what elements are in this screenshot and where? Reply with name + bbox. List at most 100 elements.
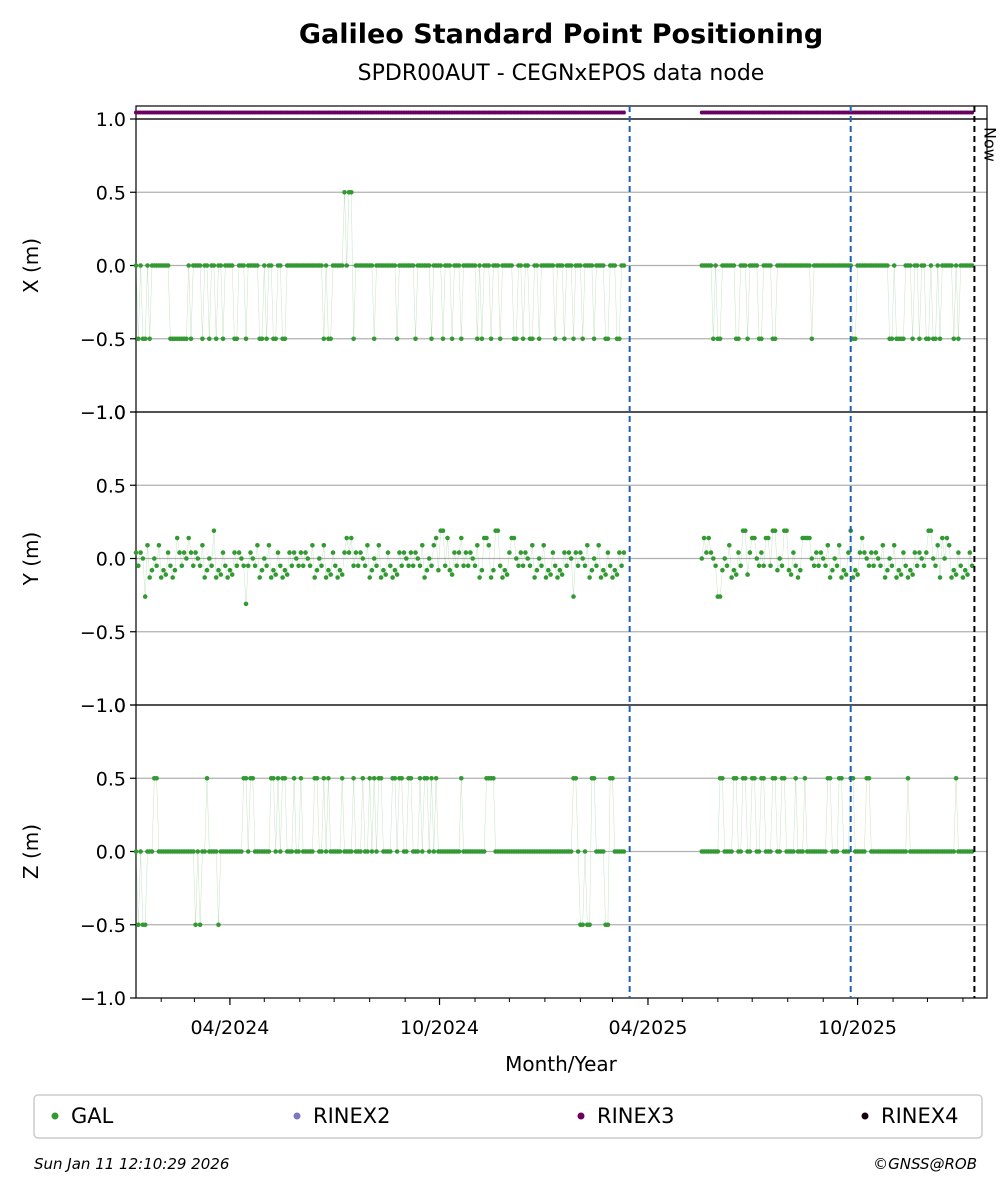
gal-point <box>731 263 737 268</box>
x-tick-label: 10/2025 <box>818 1017 897 1039</box>
gal-point <box>271 567 276 573</box>
gal-point <box>319 849 324 854</box>
gal-point <box>605 550 611 555</box>
gal-point <box>891 263 897 268</box>
gal-point <box>140 556 146 561</box>
gal-point <box>869 550 874 555</box>
gal-point <box>853 567 858 573</box>
gal-point <box>200 543 205 548</box>
gal-point <box>429 336 434 342</box>
gal-point <box>273 849 279 854</box>
gal-point <box>552 563 558 569</box>
y-axis-label: Y (m) <box>19 532 43 587</box>
gal-point <box>408 550 414 555</box>
gal-point <box>369 849 375 854</box>
gal-point <box>353 550 359 555</box>
gal-point <box>243 336 249 342</box>
gal-point <box>516 563 521 569</box>
gal-point <box>917 336 922 342</box>
legend-marker-gal <box>51 1112 59 1120</box>
y-tick-label: 0.5 <box>96 182 126 204</box>
gal-point <box>935 263 940 268</box>
gal-point <box>832 556 837 561</box>
gal-point <box>197 263 203 268</box>
gal-point <box>935 543 940 548</box>
gal-point <box>259 567 265 573</box>
gal-point <box>220 336 226 342</box>
gal-point <box>908 567 913 573</box>
gal-point <box>145 543 150 548</box>
gal-point <box>504 572 510 577</box>
gal-point <box>747 550 753 555</box>
gal-point <box>426 556 432 561</box>
gal-point <box>383 572 389 577</box>
gal-point <box>284 572 290 577</box>
gal-point <box>397 550 402 555</box>
gal-point <box>928 528 934 533</box>
gal-point <box>390 575 395 580</box>
gal-point <box>449 336 455 342</box>
gal-point <box>610 776 615 781</box>
gal-point <box>589 567 595 573</box>
gal-point <box>591 556 597 561</box>
gal-point <box>601 567 606 573</box>
gal-point <box>188 336 194 342</box>
gal-point <box>371 556 377 561</box>
gal-point <box>399 776 405 781</box>
gal-point <box>333 563 338 569</box>
footer-timestamp: Sun Jan 11 12:10:29 2026 <box>34 1155 229 1173</box>
gal-point <box>204 567 210 573</box>
gal-point <box>136 563 141 569</box>
gal-point <box>772 776 778 781</box>
gal-point <box>850 776 856 781</box>
gal-point <box>578 550 583 555</box>
x-axis-label: Month/Year <box>505 1052 618 1076</box>
y-tick-label: −0.5 <box>80 622 126 644</box>
gal-point <box>385 550 391 555</box>
gal-point <box>282 336 288 342</box>
gal-point <box>617 550 622 555</box>
gal-point <box>518 550 524 555</box>
gal-point <box>807 535 812 541</box>
gal-point <box>216 922 221 928</box>
gal-point <box>937 575 943 580</box>
y-tick-label: −1.0 <box>80 402 126 424</box>
gal-point <box>933 336 938 342</box>
gal-point <box>738 563 743 569</box>
legend-frame <box>33 1094 983 1139</box>
gal-point <box>358 849 363 854</box>
gal-point <box>426 849 432 854</box>
gal-point <box>557 567 563 573</box>
gal-point <box>525 263 530 268</box>
gal-point <box>186 535 191 541</box>
gal-point <box>415 556 421 561</box>
gal-point <box>912 550 918 555</box>
gal-point <box>154 776 159 781</box>
gal-point <box>601 263 606 268</box>
gal-point <box>866 563 872 569</box>
gal-point <box>282 776 288 781</box>
gal-point <box>793 563 798 569</box>
gal-point <box>953 263 959 268</box>
gal-point <box>534 567 540 573</box>
gal-point <box>307 563 313 569</box>
gal-point <box>369 567 375 573</box>
gal-point <box>919 556 924 561</box>
gal-point <box>724 563 730 569</box>
gal-point <box>491 776 496 781</box>
gal-point <box>914 563 920 569</box>
gal-point <box>371 776 377 781</box>
y-tick-label: 1.0 <box>96 695 126 717</box>
gal-point <box>903 849 908 854</box>
gal-point <box>193 550 198 555</box>
gal-point <box>898 572 904 577</box>
gal-point <box>784 528 789 533</box>
gal-point <box>518 263 524 268</box>
gal-point <box>928 263 934 268</box>
gal-point <box>184 336 189 342</box>
gal-point <box>791 550 796 555</box>
gal-point <box>825 543 831 548</box>
legend-label-gal: GAL <box>71 1104 114 1128</box>
gal-point <box>946 543 952 548</box>
gal-point <box>587 922 592 928</box>
